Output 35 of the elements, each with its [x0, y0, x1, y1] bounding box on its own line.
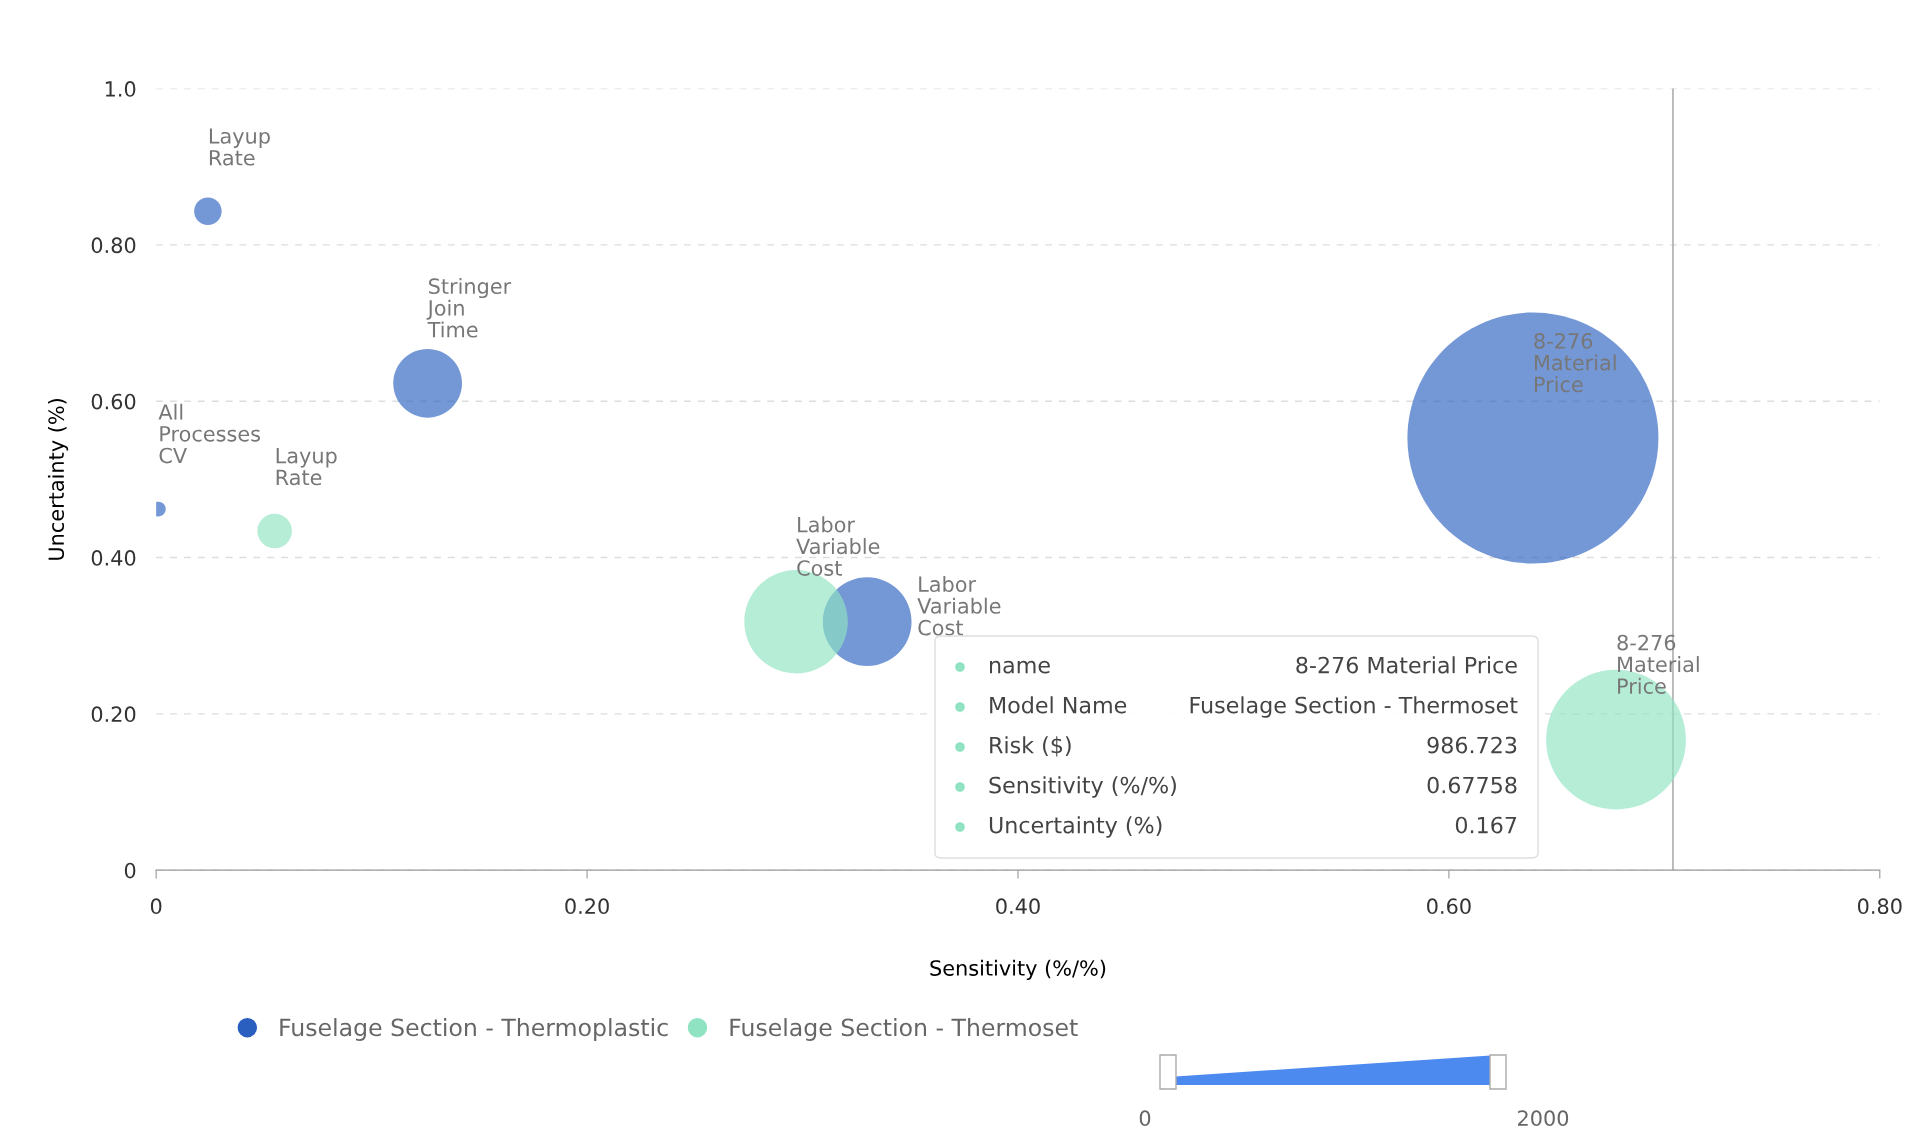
y-tick-label: 0: [124, 862, 136, 879]
text: 2000: [1518, 1110, 1569, 1127]
annotation: 8-276 Material Price: [1534, 333, 1616, 393]
x-axis-title: Sensitivity (%/%): [930, 959, 1106, 980]
annotation: 8-276 Material Price: [1296, 656, 1517, 674]
annotation: 0.167: [1455, 816, 1517, 834]
y-axis-title: Uncertainty (%): [47, 398, 69, 560]
annotation: Uncertainty (%): [989, 816, 1162, 838]
annotation: All Processes CV: [158, 403, 260, 464]
x-tick-label: 0: [150, 898, 162, 915]
annotation: Sensitivity (%/%): [989, 776, 1176, 798]
legend-label: Fuselage Section - Thermoplastic: [280, 1018, 668, 1041]
y-tick-label: 0.40: [91, 550, 136, 566]
x-tick-label: 0.40: [996, 898, 1040, 915]
annotation: Model Name: [990, 696, 1127, 714]
y-tick-label: 0.20: [91, 706, 136, 723]
annotation: 0.67758: [1427, 776, 1517, 794]
x-tick-label: 0.60: [1427, 898, 1471, 915]
text: 0: [1139, 1110, 1151, 1127]
annotation: 986.723: [1427, 736, 1517, 754]
annotation: Stringer Join Time: [426, 277, 512, 338]
y-tick-label: 0.80: [91, 237, 136, 254]
legend-label: Fuselage Section - Thermoset: [730, 1018, 1078, 1041]
annotation: Fuselage Section - Thermoset: [1190, 696, 1518, 718]
x-tick-label: 0.20: [565, 898, 609, 915]
annotation: 8-276 Material Price: [1617, 634, 1699, 694]
annotation: Labor Variable Cost: [917, 575, 1001, 636]
annotation: Layup Rate: [276, 448, 337, 486]
y-tick-label: 0.60: [91, 393, 136, 410]
annotation: name: [990, 660, 1050, 674]
annotation: Risk ($): [990, 736, 1071, 757]
x-tick-label: 0.80: [1857, 898, 1902, 915]
annotation: Layup Rate: [209, 128, 270, 166]
y-tick-label: 1.0: [105, 81, 136, 97]
annotation: Labor Variable Cost: [796, 516, 880, 576]
